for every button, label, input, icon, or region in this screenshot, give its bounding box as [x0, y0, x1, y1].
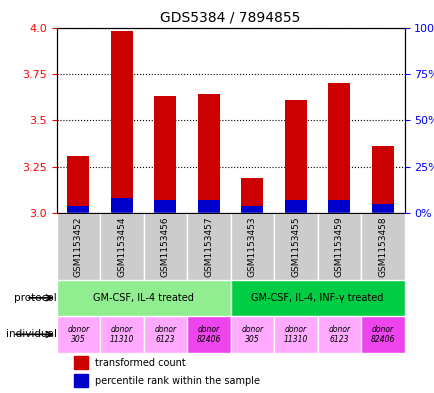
Text: GSM1153457: GSM1153457: [204, 216, 213, 277]
Text: donor
305: donor 305: [241, 325, 263, 344]
FancyBboxPatch shape: [273, 316, 317, 353]
Text: donor
82406: donor 82406: [370, 325, 394, 344]
Text: individual: individual: [6, 329, 56, 339]
Text: transformed count: transformed count: [95, 358, 185, 368]
FancyBboxPatch shape: [360, 213, 404, 279]
Bar: [284, 100, 306, 213]
Text: GSM1153455: GSM1153455: [291, 216, 299, 277]
FancyBboxPatch shape: [230, 213, 273, 279]
Bar: [154, 200, 176, 213]
Bar: [328, 200, 349, 213]
Text: GSM1153458: GSM1153458: [378, 216, 386, 277]
FancyBboxPatch shape: [100, 213, 143, 279]
Text: percentile rank within the sample: percentile rank within the sample: [95, 376, 259, 386]
Text: GSM1153453: GSM1153453: [247, 216, 256, 277]
Text: GSM1153454: GSM1153454: [117, 216, 126, 277]
FancyBboxPatch shape: [56, 213, 100, 279]
FancyBboxPatch shape: [273, 213, 317, 279]
Bar: [371, 147, 393, 213]
Bar: [284, 200, 306, 213]
Bar: [74, 375, 88, 387]
Text: GSM1153459: GSM1153459: [334, 216, 343, 277]
Bar: [67, 156, 89, 213]
Bar: [371, 204, 393, 213]
FancyBboxPatch shape: [56, 316, 100, 353]
Text: GSM1153456: GSM1153456: [161, 216, 169, 277]
FancyBboxPatch shape: [143, 213, 187, 279]
Text: donor
6123: donor 6123: [328, 325, 349, 344]
Bar: [241, 206, 263, 213]
Bar: [74, 356, 88, 369]
FancyBboxPatch shape: [317, 213, 360, 279]
Text: GM-CSF, IL-4 treated: GM-CSF, IL-4 treated: [93, 293, 194, 303]
FancyBboxPatch shape: [187, 316, 230, 353]
FancyBboxPatch shape: [100, 316, 143, 353]
Bar: [111, 198, 132, 213]
Bar: [241, 178, 263, 213]
Bar: [328, 83, 349, 213]
Bar: [197, 94, 219, 213]
Text: donor
305: donor 305: [67, 325, 89, 344]
Text: donor
11310: donor 11310: [283, 325, 307, 344]
Bar: [154, 96, 176, 213]
FancyBboxPatch shape: [187, 213, 230, 279]
Text: donor
6123: donor 6123: [154, 325, 176, 344]
FancyBboxPatch shape: [317, 316, 360, 353]
FancyBboxPatch shape: [360, 316, 404, 353]
Text: GM-CSF, IL-4, INF-γ treated: GM-CSF, IL-4, INF-γ treated: [251, 293, 383, 303]
Bar: [111, 31, 132, 213]
Text: donor
11310: donor 11310: [109, 325, 134, 344]
Bar: [67, 206, 89, 213]
FancyBboxPatch shape: [143, 316, 187, 353]
Text: donor
82406: donor 82406: [196, 325, 220, 344]
FancyBboxPatch shape: [56, 279, 230, 316]
FancyBboxPatch shape: [230, 316, 273, 353]
Title: GDS5384 / 7894855: GDS5384 / 7894855: [160, 11, 300, 25]
FancyBboxPatch shape: [230, 279, 404, 316]
Text: GSM1153452: GSM1153452: [74, 216, 82, 277]
Bar: [197, 200, 219, 213]
Text: protocol: protocol: [14, 293, 56, 303]
